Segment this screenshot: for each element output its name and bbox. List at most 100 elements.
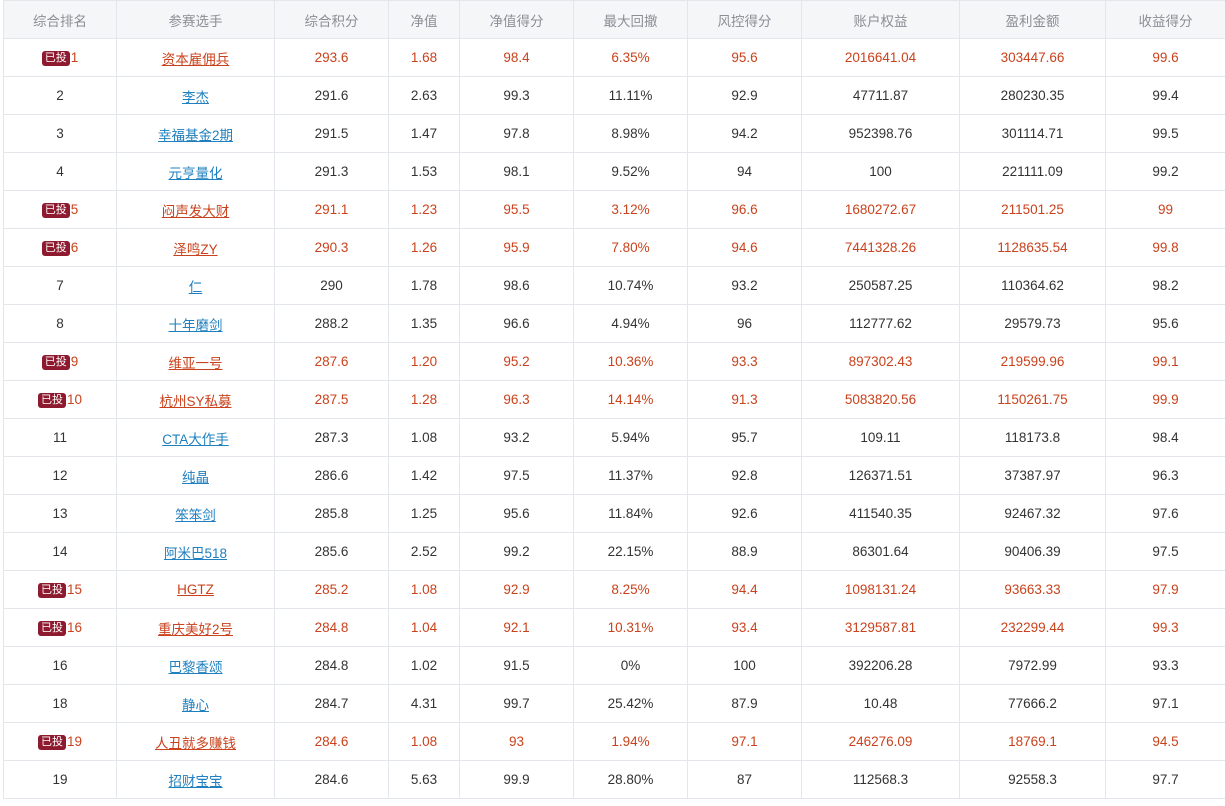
nav-score-cell: 95.6 <box>459 494 574 533</box>
rank-cell: 3 <box>3 114 117 153</box>
score-cell: 284.6 <box>274 722 389 761</box>
player-link[interactable]: 资本雇佣兵 <box>161 51 230 67</box>
nav-score-cell: 99.2 <box>459 532 574 571</box>
player-link[interactable]: 李杰 <box>182 89 209 105</box>
player-link[interactable]: 重庆美好2号 <box>157 621 233 637</box>
nav-cell: 1.78 <box>388 266 460 305</box>
profit-cell: 301114.71 <box>959 114 1106 153</box>
return-score-cell: 98.4 <box>1105 418 1225 457</box>
nav-score-cell: 95.5 <box>459 190 574 229</box>
player-link[interactable]: 招财宝宝 <box>168 773 223 789</box>
table-row[interactable]: 已投 19 人丑就多赚钱 284.6 1.08 93 1.94% 97.1 246276.09 1… <box>3 722 1225 761</box>
header-profit[interactable]: 盈利金额 <box>959 0 1106 39</box>
equity-cell: 86301.64 <box>801 532 960 571</box>
player-link[interactable]: 静心 <box>182 697 209 713</box>
nav-cell: 2.63 <box>388 76 460 115</box>
table-row[interactable]: 12 纯晶 286.6 1.42 97.5 11.37% 92.8 126371.51 3738… <box>3 456 1225 495</box>
equity-cell: 7441328.26 <box>801 228 960 267</box>
header-equity[interactable]: 账户权益 <box>801 0 960 39</box>
return-score-cell: 95.6 <box>1105 304 1225 343</box>
player-link[interactable]: 维亚一号 <box>168 355 223 371</box>
risk-score-cell: 94.2 <box>687 114 802 153</box>
table-row[interactable]: 7 仁 290 1.78 98.6 10.74% 93.2 250587.25 110364.6… <box>3 266 1225 305</box>
profit-cell: 1150261.75 <box>959 380 1106 419</box>
header-nav-score[interactable]: 净值得分 <box>459 0 574 39</box>
return-score-cell: 99.3 <box>1105 608 1225 647</box>
profit-cell: 18769.1 <box>959 722 1106 761</box>
table-row[interactable]: 4 元亨量化 291.3 1.53 98.1 9.52% 94 100 221111.09 99.… <box>3 152 1225 191</box>
table-row[interactable]: 2 李杰 291.6 2.63 99.3 11.11% 92.9 47711.87 280230… <box>3 76 1225 115</box>
header-score[interactable]: 综合积分 <box>274 0 389 39</box>
nav-score-cell: 99.3 <box>459 76 574 115</box>
player-link[interactable]: 纯晶 <box>182 469 209 485</box>
table-row[interactable]: 19 招财宝宝 284.6 5.63 99.9 28.80% 87 112568.3 92558… <box>3 760 1225 799</box>
equity-cell: 1680272.67 <box>801 190 960 229</box>
table-row[interactable]: 18 静心 284.7 4.31 99.7 25.42% 87.9 10.48 77666.2 9… <box>3 684 1225 723</box>
table-row[interactable]: 已投 9 维亚一号 287.6 1.20 95.2 10.36% 93.3 897302.43 2… <box>3 342 1225 381</box>
profit-cell: 29579.73 <box>959 304 1106 343</box>
rank-cell: 已投 6 <box>3 228 117 267</box>
table-row[interactable]: 已投 16 重庆美好2号 284.8 1.04 92.1 10.31% 93.4 3129587… <box>3 608 1225 647</box>
player-link[interactable]: 十年磨剑 <box>168 317 223 333</box>
return-score-cell: 97.7 <box>1105 760 1225 799</box>
equity-cell: 112568.3 <box>801 760 960 799</box>
profit-cell: 211501.25 <box>959 190 1106 229</box>
table-row[interactable]: 已投 5 闷声发大财 291.1 1.23 95.5 3.12% 96.6 1680272.67… <box>3 190 1225 229</box>
header-nav[interactable]: 净值 <box>388 0 460 39</box>
nav-score-cell: 98.4 <box>459 38 574 77</box>
header-player[interactable]: 参赛选手 <box>116 0 275 39</box>
max-drawdown-cell: 28.80% <box>573 760 688 799</box>
return-score-cell: 99.6 <box>1105 38 1225 77</box>
return-score-cell: 99 <box>1105 190 1225 229</box>
player-cell: CTA大作手 <box>116 418 275 457</box>
player-cell: HGTZ <box>116 570 275 609</box>
player-link[interactable]: 人丑就多赚钱 <box>155 735 236 751</box>
player-link[interactable]: 元亨量化 <box>168 165 223 181</box>
max-drawdown-cell: 6.35% <box>573 38 688 77</box>
player-link[interactable]: 笨笨剑 <box>175 507 216 523</box>
player-link[interactable]: 阿米巴518 <box>163 545 228 561</box>
max-drawdown-cell: 3.12% <box>573 190 688 229</box>
player-link[interactable]: 闷声发大财 <box>161 203 230 219</box>
player-link[interactable]: 泽鸣ZY <box>173 241 218 257</box>
player-link[interactable]: 幸福基金2期 <box>157 127 233 143</box>
nav-score-cell: 99.9 <box>459 760 574 799</box>
table-row[interactable]: 已投 10 杭州SY私募 287.5 1.28 96.3 14.14% 91.3 5083820… <box>3 380 1225 419</box>
profit-cell: 92467.32 <box>959 494 1106 533</box>
equity-cell: 3129587.81 <box>801 608 960 647</box>
score-cell: 288.2 <box>274 304 389 343</box>
player-cell: 维亚一号 <box>116 342 275 381</box>
equity-cell: 411540.35 <box>801 494 960 533</box>
max-drawdown-cell: 10.36% <box>573 342 688 381</box>
table-row[interactable]: 已投 15 HGTZ 285.2 1.08 92.9 8.25% 94.4 1098131.24… <box>3 570 1225 609</box>
player-link[interactable]: 巴黎香颂 <box>168 659 223 675</box>
table-row[interactable]: 8 十年磨剑 288.2 1.35 96.6 4.94% 96 112777.62 29579.… <box>3 304 1225 343</box>
risk-score-cell: 97.1 <box>687 722 802 761</box>
equity-cell: 109.11 <box>801 418 960 457</box>
header-return-score[interactable]: 收益得分 <box>1105 0 1225 39</box>
header-risk-score[interactable]: 风控得分 <box>687 0 802 39</box>
header-max-drawdown[interactable]: 最大回撤 <box>573 0 688 39</box>
profit-cell: 110364.62 <box>959 266 1106 305</box>
profit-cell: 219599.96 <box>959 342 1106 381</box>
table-row[interactable]: 已投 6 泽鸣ZY 290.3 1.26 95.9 7.80% 94.6 7441328.26 1… <box>3 228 1225 267</box>
return-score-cell: 97.1 <box>1105 684 1225 723</box>
player-link[interactable]: CTA大作手 <box>162 431 229 447</box>
max-drawdown-cell: 11.84% <box>573 494 688 533</box>
header-rank[interactable]: 综合排名 <box>3 0 117 39</box>
risk-score-cell: 96.6 <box>687 190 802 229</box>
risk-score-cell: 93.2 <box>687 266 802 305</box>
table-row[interactable]: 11 CTA大作手 287.3 1.08 93.2 5.94% 95.7 109.11 1181… <box>3 418 1225 457</box>
player-link[interactable]: 杭州SY私募 <box>159 393 232 409</box>
table-row[interactable]: 16 巴黎香颂 284.8 1.02 91.5 0% 100 392206.28 7972.99… <box>3 646 1225 685</box>
player-link[interactable]: 仁 <box>188 279 203 295</box>
table-row[interactable]: 已投 1 资本雇佣兵 293.6 1.68 98.4 6.35% 95.6 2016641.04… <box>3 38 1225 77</box>
player-cell: 元亨量化 <box>116 152 275 191</box>
table-row[interactable]: 14 阿米巴518 285.6 2.52 99.2 22.15% 88.9 86301.64 9… <box>3 532 1225 571</box>
rank-cell: 已投 19 <box>3 722 117 761</box>
table-row[interactable]: 13 笨笨剑 285.8 1.25 95.6 11.84% 92.6 411540.35 924… <box>3 494 1225 533</box>
nav-cell: 1.23 <box>388 190 460 229</box>
score-cell: 284.8 <box>274 646 389 685</box>
table-row[interactable]: 3 幸福基金2期 291.5 1.47 97.8 8.98% 94.2 952398.76 30… <box>3 114 1225 153</box>
player-link[interactable]: HGTZ <box>177 582 214 597</box>
